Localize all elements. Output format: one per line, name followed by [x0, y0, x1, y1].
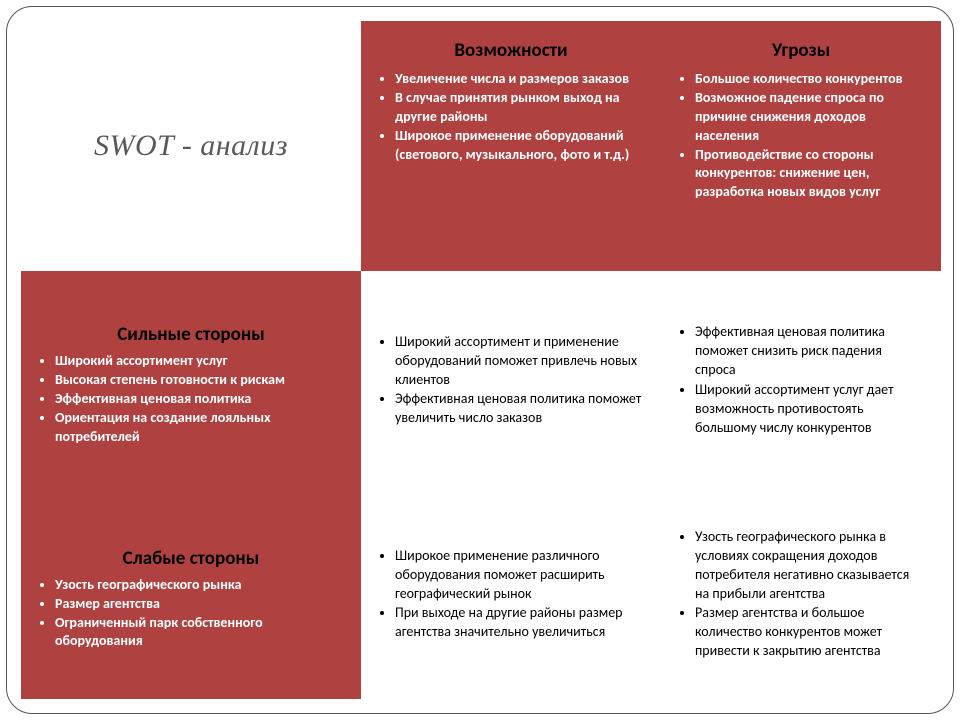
- threats-list: Большое количество конкурентовВозможное …: [665, 70, 937, 202]
- list-item: Ориентация на создание лояльных потребит…: [55, 409, 345, 447]
- list-item: Широкое применение различного оборудован…: [395, 547, 645, 604]
- list-item: Широкий ассортимент услуг дает возможнос…: [695, 381, 925, 438]
- so-cell: Широкий ассортимент и применение оборудо…: [361, 271, 661, 491]
- st-list: Эффективная ценовая политика поможет сни…: [665, 323, 937, 438]
- list-item: В случае принятия рынком выход на другие…: [395, 89, 645, 127]
- wo-cell: Широкое применение различного оборудован…: [361, 491, 661, 699]
- list-item: Высокая степень готовности к рискам: [55, 371, 345, 390]
- wt-list: Узость географического рынка в условиях …: [665, 528, 937, 662]
- slide-frame: SWOT - анализ Возможности Увеличение чис…: [6, 6, 954, 714]
- list-item: Узость географического рынка: [55, 576, 345, 595]
- strengths-header-cell: Сильные стороны Широкий ассортимент услу…: [21, 271, 361, 491]
- list-item: Увеличение числа и размеров заказов: [395, 70, 645, 89]
- list-item: Противодействие со стороны конкурентов: …: [695, 146, 925, 203]
- list-item: Размер агентства и большое количество ко…: [695, 604, 925, 661]
- wo-list: Широкое применение различного оборудован…: [365, 547, 657, 643]
- list-item: Эффективная ценовая политика: [55, 390, 345, 409]
- wt-cell: Узость географического рынка в условиях …: [661, 491, 941, 699]
- slide-title: SWOT - анализ: [94, 129, 288, 163]
- list-item: Эффективная ценовая политика поможет уве…: [395, 390, 645, 428]
- list-item: Большое количество конкурентов: [695, 70, 925, 89]
- weaknesses-header: Слабые стороны: [25, 539, 357, 576]
- st-cell: Эффективная ценовая политика поможет сни…: [661, 271, 941, 491]
- opportunities-list: Увеличение числа и размеров заказовВ слу…: [365, 70, 657, 164]
- threats-header-cell: Угрозы Большое количество конкурентовВоз…: [661, 21, 941, 271]
- weaknesses-header-cell: Слабые стороны Узость географического ры…: [21, 491, 361, 699]
- list-item: Размер агентства: [55, 595, 345, 614]
- strengths-list: Широкий ассортимент услугВысокая степень…: [25, 352, 357, 446]
- list-item: Ограниченный парк собственного оборудова…: [55, 614, 345, 652]
- list-item: Узость географического рынка в условиях …: [695, 528, 925, 604]
- threats-header: Угрозы: [665, 21, 937, 70]
- list-item: Широкое применение оборудований (светово…: [395, 127, 645, 165]
- list-item: Эффективная ценовая политика поможет сни…: [695, 323, 925, 380]
- list-item: Возможное падение спроса по причине сниж…: [695, 89, 925, 146]
- list-item: При выходе на другие районы размер агент…: [395, 604, 645, 642]
- weaknesses-list: Узость географического рынкаРазмер агент…: [25, 576, 357, 652]
- opportunities-header: Возможности: [365, 21, 657, 70]
- so-list: Широкий ассортимент и применение оборудо…: [365, 333, 657, 429]
- swot-grid: SWOT - анализ Возможности Увеличение чис…: [7, 7, 953, 713]
- list-item: Широкий ассортимент услуг: [55, 352, 345, 371]
- opportunities-header-cell: Возможности Увеличение числа и размеров …: [361, 21, 661, 271]
- title-cell: SWOT - анализ: [21, 21, 361, 271]
- list-item: Широкий ассортимент и применение оборудо…: [395, 333, 645, 390]
- strengths-header: Сильные стороны: [25, 315, 357, 352]
